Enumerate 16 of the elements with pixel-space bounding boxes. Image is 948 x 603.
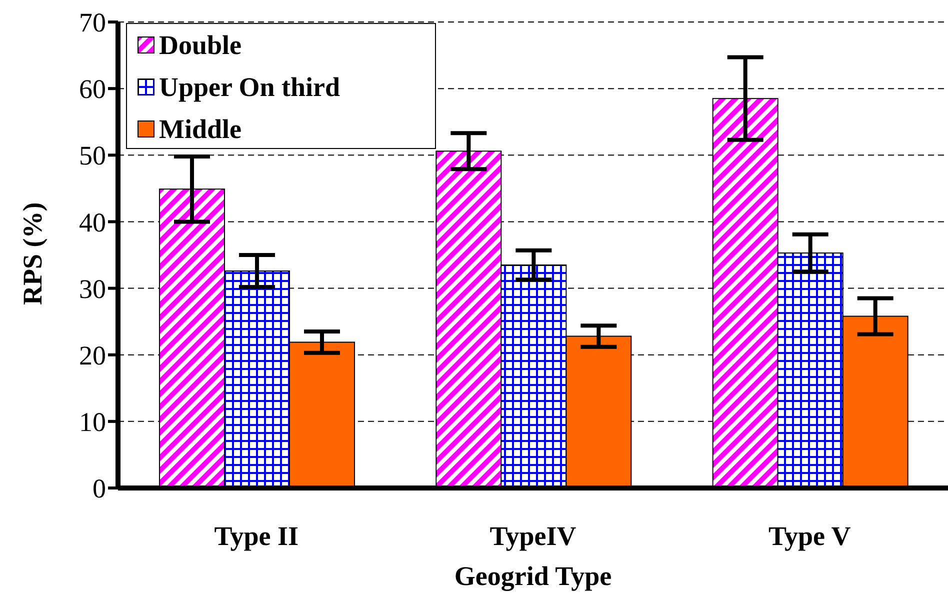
x-tick-label: Type V — [768, 521, 852, 552]
y-tick-label: 70 — [79, 8, 106, 38]
y-tick-label: 40 — [79, 207, 106, 238]
legend-label: Double — [159, 30, 242, 60]
y-tick-label: 30 — [79, 274, 106, 304]
legend-label: Upper On third — [159, 72, 340, 102]
x-tick-label: Type II — [214, 521, 298, 552]
y-tick-label: 20 — [79, 340, 106, 370]
legend-label: Middle — [159, 114, 242, 144]
y-tick-label: 60 — [79, 74, 106, 104]
y-tick-label: 50 — [79, 140, 106, 171]
x-axis-title: Geogrid Type — [454, 561, 612, 591]
y-tick-label: 10 — [79, 407, 106, 438]
y-tick-label: 0 — [92, 474, 106, 504]
x-tick-label: TypeIV — [490, 521, 577, 552]
y-axis-title: RPS (%) — [18, 202, 48, 305]
